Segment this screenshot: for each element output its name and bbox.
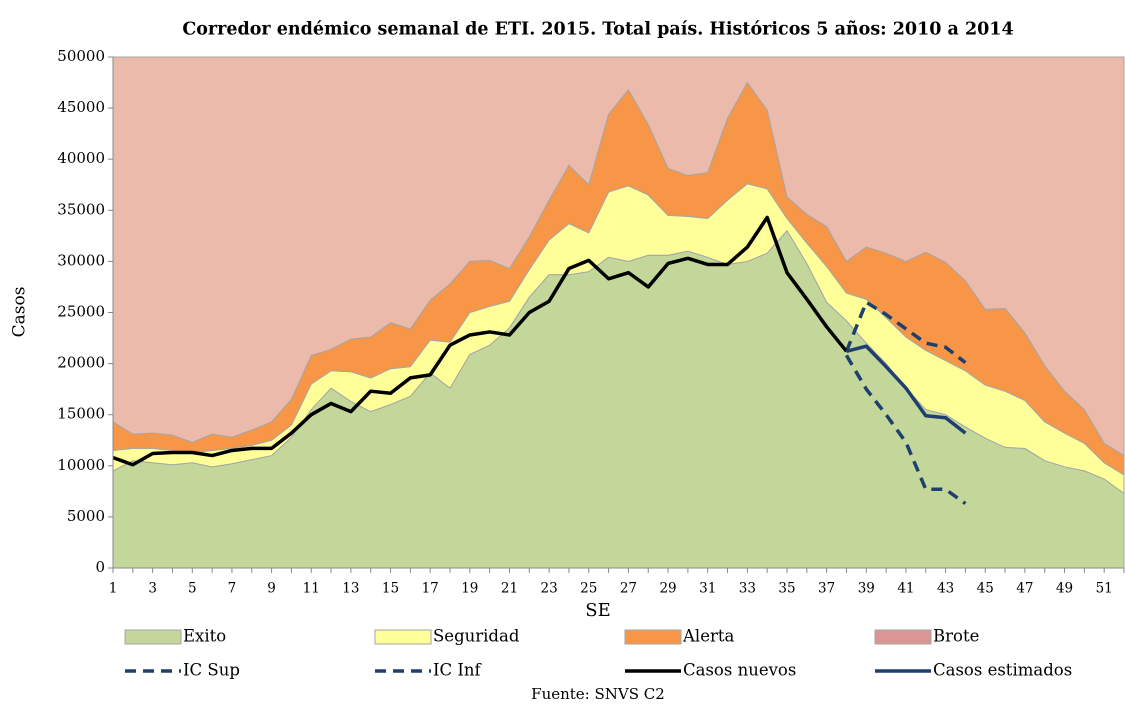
y-tick-label: 5000 [67,507,105,525]
x-tick-label: 13 [342,581,359,597]
legend-label: IC Inf [433,661,483,680]
y-axis-label: Casos [10,287,30,338]
x-tick-label: 19 [461,581,478,597]
y-tick-label: 30000 [57,251,105,269]
legend-label: Brote [933,627,979,646]
y-tick-label: 35000 [57,200,105,218]
x-tick-label: 11 [303,581,320,597]
y-tick-label: 10000 [57,456,105,474]
x-tick-label: 5 [188,581,197,597]
legend-label: Exito [183,627,226,646]
x-tick-label: 33 [739,581,756,597]
x-tick-label: 45 [977,581,994,597]
x-tick-label: 27 [620,581,637,597]
x-tick-label: 3 [148,581,157,597]
x-tick-label: 15 [382,581,399,597]
y-tick-label: 25000 [57,303,105,321]
x-tick-label: 25 [580,581,597,597]
x-tick-label: 1 [109,581,118,597]
line-series [846,344,967,435]
source-note: Fuente: SNVS C2 [531,685,665,703]
y-tick-label: 0 [95,558,105,576]
x-tick-label: 43 [937,581,954,597]
legend-label: Casos nuevos [683,661,796,680]
y-tick-label: 50000 [57,47,105,65]
x-tick-label: 51 [1096,581,1113,597]
x-tick-label: 39 [858,581,875,597]
x-tick-label: 35 [778,581,795,597]
legend-label: Seguridad [433,627,520,646]
x-tick-label: 49 [1056,581,1073,597]
legend-label: Alerta [682,627,734,646]
y-tick-label: 20000 [57,354,105,372]
y-tick-label: 15000 [57,405,105,423]
y-tick-label: 40000 [57,149,105,167]
chart-title: Corredor endémico semanal de ETI. 2015. … [182,20,1013,40]
line-series [844,354,967,506]
x-tick-label: 37 [818,581,835,597]
y-tick-label: 45000 [57,98,105,116]
x-tick-label: 7 [228,581,237,597]
x-tick-label: 31 [699,581,716,597]
legend-swatch [124,629,182,645]
x-tick-label: 47 [1016,581,1033,597]
line-series [844,300,967,364]
line-series [112,215,848,467]
legend-label: IC Sup [183,661,240,680]
area-band [112,56,1125,457]
x-tick-label: 17 [422,581,439,597]
legend-swatch [624,629,682,645]
x-tick-label: 23 [541,581,558,597]
x-tick-label: 41 [897,581,914,597]
legend-swatch [874,629,932,645]
legend-swatch [374,629,432,645]
x-tick-label: 9 [267,581,276,597]
legend-label: Casos estimados [933,661,1072,680]
x-tick-label: 21 [501,581,518,597]
x-tick-label: 29 [659,581,676,597]
x-axis-label: SE [585,600,610,621]
